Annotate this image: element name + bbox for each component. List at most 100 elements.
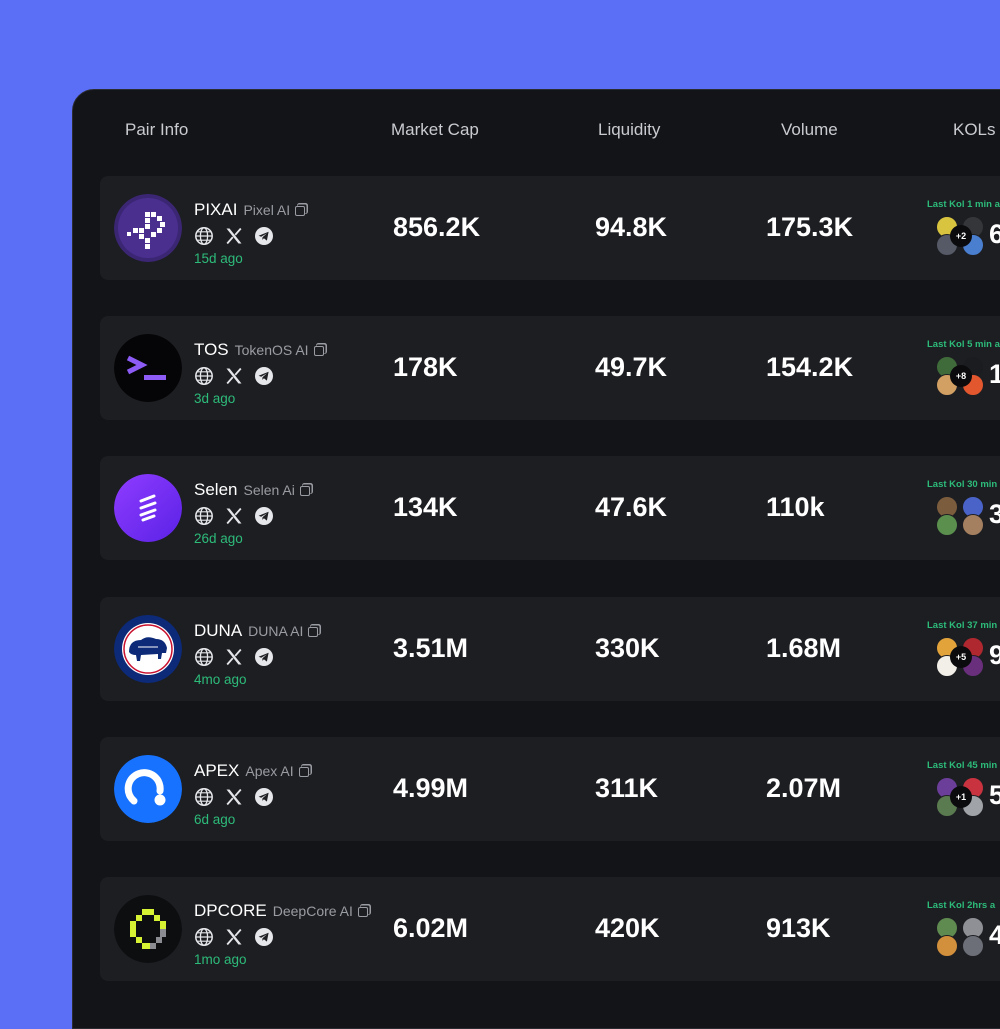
- token-symbol: APEX: [194, 761, 240, 780]
- kol-count: 3: [989, 499, 1000, 530]
- kol-count: 5: [989, 780, 1000, 811]
- token-table-panel: Pair Info Market Cap Liquidity Volume KO…: [72, 89, 1000, 1029]
- x-logo-icon[interactable]: [224, 226, 244, 246]
- table-row[interactable]: TOS TokenOS AI 3d ago 178K 49.7K 154.2K L…: [100, 316, 1000, 420]
- token-symbol: Selen: [194, 480, 238, 499]
- selen-logo-icon: [114, 474, 182, 542]
- apex-logo-icon: [114, 755, 182, 823]
- avatar: [936, 514, 958, 536]
- kol-avatar-stack[interactable]: [936, 917, 986, 957]
- last-kol-time: Last Kol 30 min: [927, 479, 998, 490]
- avatar: [936, 935, 958, 957]
- telegram-icon[interactable]: [254, 787, 274, 807]
- globe-icon[interactable]: [194, 366, 214, 386]
- globe-icon[interactable]: [194, 506, 214, 526]
- liquidity-value: 94.8K: [595, 212, 668, 242]
- x-logo-icon[interactable]: [224, 506, 244, 526]
- token-ticker[interactable]: TOS TokenOS AI: [194, 340, 324, 360]
- social-links: [194, 366, 274, 386]
- column-header-pair-info[interactable]: Pair Info: [125, 120, 189, 139]
- x-logo-icon[interactable]: [224, 927, 244, 947]
- last-kol-time: Last Kol 1 min a: [927, 199, 1000, 210]
- token-ticker[interactable]: PIXAI Pixel AI: [194, 200, 306, 220]
- copy-icon[interactable]: [299, 486, 310, 496]
- social-links: [194, 787, 274, 807]
- volume-value: 2.07M: [766, 773, 842, 803]
- kol-extra-count-badge: +1: [950, 786, 972, 808]
- column-header-market-cap[interactable]: Market Cap: [391, 120, 479, 139]
- column-header-kols[interactable]: KOLs: [953, 120, 996, 139]
- token-age: 1mo ago: [194, 952, 247, 967]
- copy-icon[interactable]: [298, 767, 309, 777]
- copy-icon[interactable]: [295, 206, 306, 216]
- token-symbol: DPCORE: [194, 901, 267, 920]
- last-kol-time: Last Kol 45 min: [927, 760, 998, 771]
- market-cap-value: 178K: [393, 352, 458, 382]
- market-cap-value: 856.2K: [393, 212, 481, 242]
- telegram-icon[interactable]: [254, 927, 274, 947]
- kol-extra-count-badge: +8: [950, 365, 972, 387]
- avatar: [962, 514, 984, 536]
- liquidity-value: 49.7K: [595, 352, 668, 382]
- token-symbol: PIXAI: [194, 200, 238, 219]
- token-ticker[interactable]: DUNA DUNA AI: [194, 621, 319, 641]
- token-name: Apex AI: [245, 763, 294, 779]
- copy-icon[interactable]: [313, 346, 324, 356]
- token-symbol: TOS: [194, 340, 229, 359]
- globe-icon[interactable]: [194, 927, 214, 947]
- globe-icon[interactable]: [194, 226, 214, 246]
- table-row[interactable]: DUNA DUNA AI 4mo ago 3.51M 330K 1.68M Las…: [100, 597, 1000, 701]
- liquidity-value: 47.6K: [595, 492, 668, 522]
- kol-count: 9: [989, 640, 1000, 671]
- kol-avatar-stack[interactable]: [936, 496, 986, 536]
- telegram-icon[interactable]: [254, 226, 274, 246]
- volume-value: 1.68M: [766, 633, 842, 663]
- token-name: Pixel AI: [243, 202, 291, 218]
- token-name: DeepCore AI: [272, 903, 353, 919]
- table-row[interactable]: DPCORE DeepCore AI 1mo ago 6.02M 420K 913…: [100, 877, 1000, 981]
- copy-icon[interactable]: [357, 907, 368, 917]
- token-ticker[interactable]: APEX Apex AI: [194, 761, 309, 781]
- kol-avatar-stack[interactable]: +5: [936, 637, 986, 677]
- telegram-icon[interactable]: [254, 647, 274, 667]
- volume-value: 175.3K: [766, 212, 854, 242]
- kol-extra-count-badge: +2: [950, 225, 972, 247]
- telegram-icon[interactable]: [254, 506, 274, 526]
- token-age: 15d ago: [194, 251, 243, 266]
- token-symbol: DUNA: [194, 621, 243, 640]
- globe-icon[interactable]: [194, 647, 214, 667]
- last-kol-time: Last Kol 5 min a: [927, 339, 1000, 350]
- token-age: 6d ago: [194, 812, 236, 827]
- kol-avatar-stack[interactable]: +1: [936, 777, 986, 817]
- token-age: 4mo ago: [194, 672, 247, 687]
- token-ticker[interactable]: DPCORE DeepCore AI: [194, 901, 368, 921]
- token-name: TokenOS AI: [234, 342, 309, 358]
- liquidity-value: 330K: [595, 633, 660, 663]
- table-row[interactable]: PIXAI Pixel AI 15d ago 856.2K 94.8K 175.3…: [100, 176, 1000, 280]
- token-age: 26d ago: [194, 531, 243, 546]
- market-cap-value: 6.02M: [393, 913, 469, 943]
- x-logo-icon[interactable]: [224, 366, 244, 386]
- token-ticker[interactable]: Selen Selen Ai: [194, 480, 310, 500]
- last-kol-time: Last Kol 2hrs a: [927, 900, 996, 911]
- volume-value: 913K: [766, 913, 831, 943]
- kol-extra-count-badge: +5: [950, 646, 972, 668]
- globe-icon[interactable]: [194, 787, 214, 807]
- table-row[interactable]: APEX Apex AI 6d ago 4.99M 311K 2.07M Last…: [100, 737, 1000, 841]
- kol-avatar-stack[interactable]: +8: [936, 356, 986, 396]
- column-header-liquidity[interactable]: Liquidity: [598, 120, 661, 139]
- market-cap-value: 3.51M: [393, 633, 469, 663]
- table-row[interactable]: Selen Selen Ai 26d ago 134K 47.6K 110k La…: [100, 456, 1000, 560]
- x-logo-icon[interactable]: [224, 647, 244, 667]
- x-logo-icon[interactable]: [224, 787, 244, 807]
- column-header-volume[interactable]: Volume: [781, 120, 838, 139]
- deepcore-logo-icon: [114, 895, 182, 963]
- kol-count: 6: [989, 219, 1000, 250]
- avatar: [962, 935, 984, 957]
- token-name: DUNA AI: [248, 623, 304, 639]
- copy-icon[interactable]: [308, 627, 319, 637]
- volume-value: 154.2K: [766, 352, 854, 382]
- telegram-icon[interactable]: [254, 366, 274, 386]
- kol-avatar-stack[interactable]: +2: [936, 216, 986, 256]
- liquidity-value: 311K: [595, 773, 659, 803]
